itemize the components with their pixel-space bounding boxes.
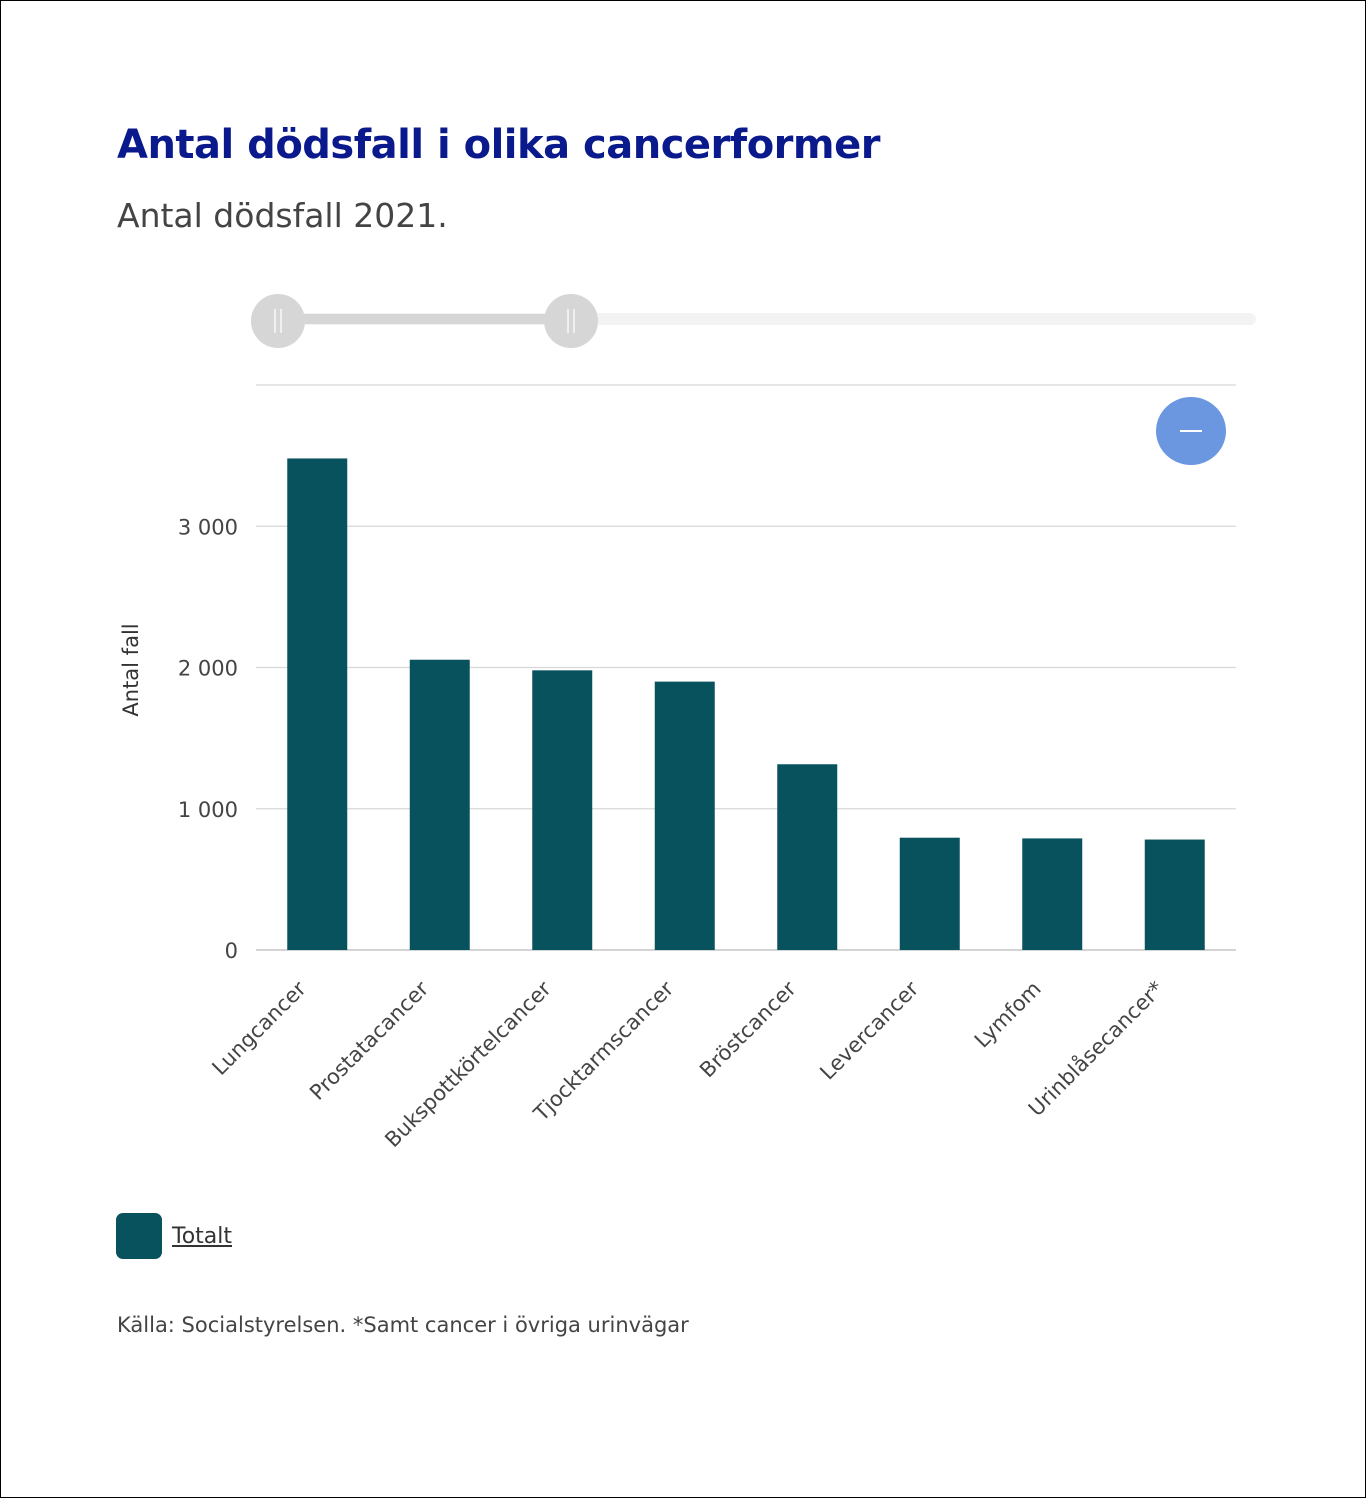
x-tick-label: Prostatacancer (305, 976, 433, 1104)
x-tick-label: Lymfom (970, 977, 1046, 1053)
slider-handle-end[interactable] (544, 294, 598, 348)
slider-handle-start[interactable] (251, 294, 305, 348)
chart-title: Antal dödsfall i olika cancerformer (117, 122, 880, 168)
x-tick-label: Tjocktarmscancer (529, 976, 679, 1126)
bar-levercancer[interactable] (899, 837, 960, 950)
reset-zoom-button[interactable] (1156, 397, 1226, 465)
bar-bröstcancer[interactable] (777, 764, 838, 950)
bar-bukspottkörtelcancer[interactable] (532, 670, 593, 950)
y-tick-label: 3 000 (178, 515, 238, 539)
x-tick-label: Bröstcancer (695, 976, 801, 1082)
source-note: Källa: Socialstyrelsen. *Samt cancer i ö… (117, 1313, 689, 1337)
bar-lungcancer[interactable] (287, 458, 348, 950)
x-tick-label: Levercancer (815, 976, 923, 1084)
chart-subtitle: Antal dödsfall 2021. (117, 196, 448, 235)
legend-swatch (116, 1213, 162, 1259)
range-slider[interactable] (251, 294, 1256, 348)
y-tick-label: 2 000 (178, 657, 238, 681)
y-axis-label: Antal fall (119, 623, 143, 716)
bar-chart: 0 1 000 2 000 3 000 LungcancerProstatacance… (119, 294, 1256, 1152)
bar-lymfom[interactable] (1022, 838, 1083, 950)
bar-tjocktarmscancer[interactable] (654, 681, 715, 950)
x-tick-label: Lungcancer (207, 976, 311, 1080)
slider-selection[interactable] (278, 314, 570, 324)
legend-label[interactable]: Totalt (172, 1223, 233, 1249)
bar-urinblåsecancer[interactable] (1144, 839, 1205, 950)
minus-icon (1180, 430, 1202, 432)
legend-item-totalt[interactable]: Totalt (116, 1213, 232, 1259)
bar-prostatacancer[interactable] (409, 659, 470, 950)
x-tick-label: Urinblåsecancer* (1023, 976, 1168, 1121)
y-tick-label: 1 000 (178, 798, 238, 822)
y-tick-label: 0 (225, 939, 238, 963)
